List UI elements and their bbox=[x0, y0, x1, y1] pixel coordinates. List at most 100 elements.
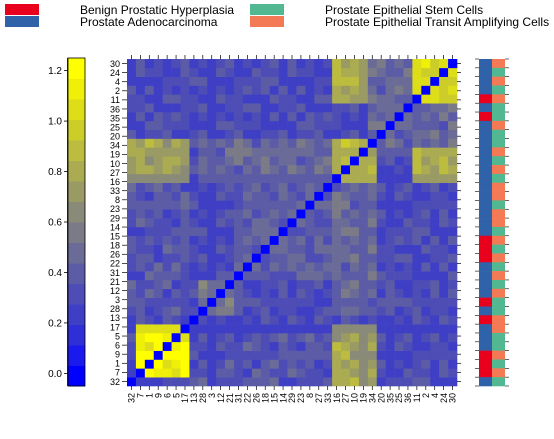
heatmap-cell bbox=[171, 165, 181, 175]
heatmap-cell bbox=[180, 377, 190, 387]
y-tick-label: 5 bbox=[115, 331, 120, 341]
heatmap-cell bbox=[225, 288, 235, 298]
heatmap-cell bbox=[403, 332, 413, 343]
heatmap-cell bbox=[314, 350, 324, 360]
heatmap-cell bbox=[153, 173, 163, 184]
heatmap-cell bbox=[171, 288, 181, 298]
heatmap-cell bbox=[358, 129, 369, 139]
heatmap-cell bbox=[448, 218, 458, 228]
heatmap-cell bbox=[180, 315, 190, 325]
x-tick-label: 25 bbox=[394, 393, 404, 403]
heatmap-cell bbox=[234, 182, 244, 192]
annotation-group-cell bbox=[479, 147, 492, 157]
heatmap-cell bbox=[367, 377, 378, 387]
heatmap-cell bbox=[332, 253, 342, 263]
heatmap-cell bbox=[394, 218, 404, 228]
heatmap-cell bbox=[269, 209, 279, 219]
heatmap-cell bbox=[349, 235, 360, 245]
heatmap-cell bbox=[323, 59, 333, 69]
annotation-celltype-cell bbox=[492, 341, 505, 351]
heatmap-cell bbox=[305, 262, 315, 272]
heatmap-cell bbox=[421, 350, 431, 360]
heatmap-cell bbox=[144, 218, 155, 228]
heatmap-cell bbox=[162, 332, 172, 343]
heatmap-cell bbox=[127, 138, 137, 148]
heatmap-cell bbox=[394, 306, 404, 316]
heatmap-cell bbox=[323, 350, 333, 360]
heatmap-cell bbox=[367, 359, 378, 369]
heatmap-cell bbox=[269, 112, 279, 122]
heatmap-cell bbox=[439, 253, 449, 263]
x-tick-label: 20 bbox=[376, 393, 386, 403]
annotation-group-cell bbox=[479, 120, 492, 131]
heatmap-cell bbox=[314, 156, 324, 166]
heatmap-cell bbox=[448, 120, 458, 131]
colorbar-tick-label: 0.6 bbox=[48, 218, 62, 229]
heatmap-cell bbox=[207, 288, 217, 298]
annotation-celltype-cell bbox=[492, 200, 505, 210]
heatmap-cell bbox=[305, 173, 315, 184]
heatmap-cell bbox=[153, 156, 163, 166]
heatmap-cell bbox=[144, 235, 155, 245]
heatmap-cell bbox=[376, 94, 386, 104]
heatmap-cell bbox=[421, 138, 431, 148]
heatmap-cell bbox=[216, 112, 226, 122]
heatmap-cell bbox=[349, 244, 360, 254]
heatmap-cell bbox=[448, 332, 458, 343]
heatmap-cell bbox=[189, 200, 199, 210]
heatmap-cell bbox=[358, 315, 369, 325]
heatmap-cell bbox=[376, 165, 386, 175]
heatmap-cell bbox=[242, 209, 253, 219]
heatmap-cell bbox=[448, 209, 458, 219]
heatmap-cell bbox=[323, 288, 333, 298]
heatmap-cell bbox=[367, 226, 378, 237]
heatmap-cell bbox=[198, 324, 208, 334]
heatmap-cell bbox=[234, 368, 244, 378]
heatmap-cell bbox=[448, 279, 458, 290]
heatmap-cell bbox=[153, 226, 163, 237]
heatmap-cell bbox=[135, 156, 146, 166]
heatmap-cell bbox=[332, 218, 342, 228]
heatmap-cell bbox=[127, 244, 137, 254]
heatmap-cell bbox=[323, 85, 333, 95]
heatmap-grid bbox=[127, 59, 458, 387]
heatmap-cell bbox=[332, 165, 342, 175]
heatmap-cell bbox=[403, 209, 413, 219]
heatmap-cell bbox=[296, 306, 306, 316]
heatmap-cell bbox=[376, 341, 386, 351]
heatmap-cell bbox=[314, 59, 324, 69]
annotation-group-cell bbox=[479, 200, 492, 210]
heatmap-cell bbox=[439, 147, 449, 157]
heatmap-cell bbox=[430, 244, 440, 254]
heatmap-cell bbox=[269, 297, 279, 307]
heatmap-cell bbox=[376, 297, 386, 307]
heatmap-cell bbox=[376, 182, 386, 192]
heatmap-cell bbox=[439, 226, 449, 237]
y-tick-label: 22 bbox=[110, 259, 120, 269]
heatmap-cell bbox=[323, 147, 333, 157]
heatmap-cell bbox=[180, 103, 190, 113]
heatmap-cell bbox=[153, 332, 163, 343]
heatmap-cell bbox=[225, 226, 235, 237]
heatmap-cell bbox=[332, 226, 342, 237]
heatmap-cell bbox=[135, 262, 146, 272]
heatmap-cell bbox=[314, 297, 324, 307]
heatmap-cell bbox=[171, 156, 181, 166]
y-tick-label: 3 bbox=[115, 295, 120, 305]
heatmap-cell bbox=[305, 200, 315, 210]
x-tick-label: 36 bbox=[403, 393, 413, 403]
annotation-group-cell bbox=[479, 76, 492, 86]
heatmap-cell bbox=[127, 85, 137, 95]
heatmap-cell bbox=[251, 165, 262, 175]
annotation-celltype-cell bbox=[492, 315, 505, 325]
heatmap-cell bbox=[135, 271, 146, 281]
heatmap-cell bbox=[135, 226, 146, 237]
heatmap-cell bbox=[323, 76, 333, 86]
heatmap-cell bbox=[376, 377, 386, 387]
heatmap-cell bbox=[260, 103, 271, 113]
heatmap-cell bbox=[376, 112, 386, 122]
heatmap-cell bbox=[332, 341, 342, 351]
heatmap-cell bbox=[296, 332, 306, 343]
heatmap-cell bbox=[242, 138, 253, 148]
heatmap-cell bbox=[162, 341, 172, 351]
